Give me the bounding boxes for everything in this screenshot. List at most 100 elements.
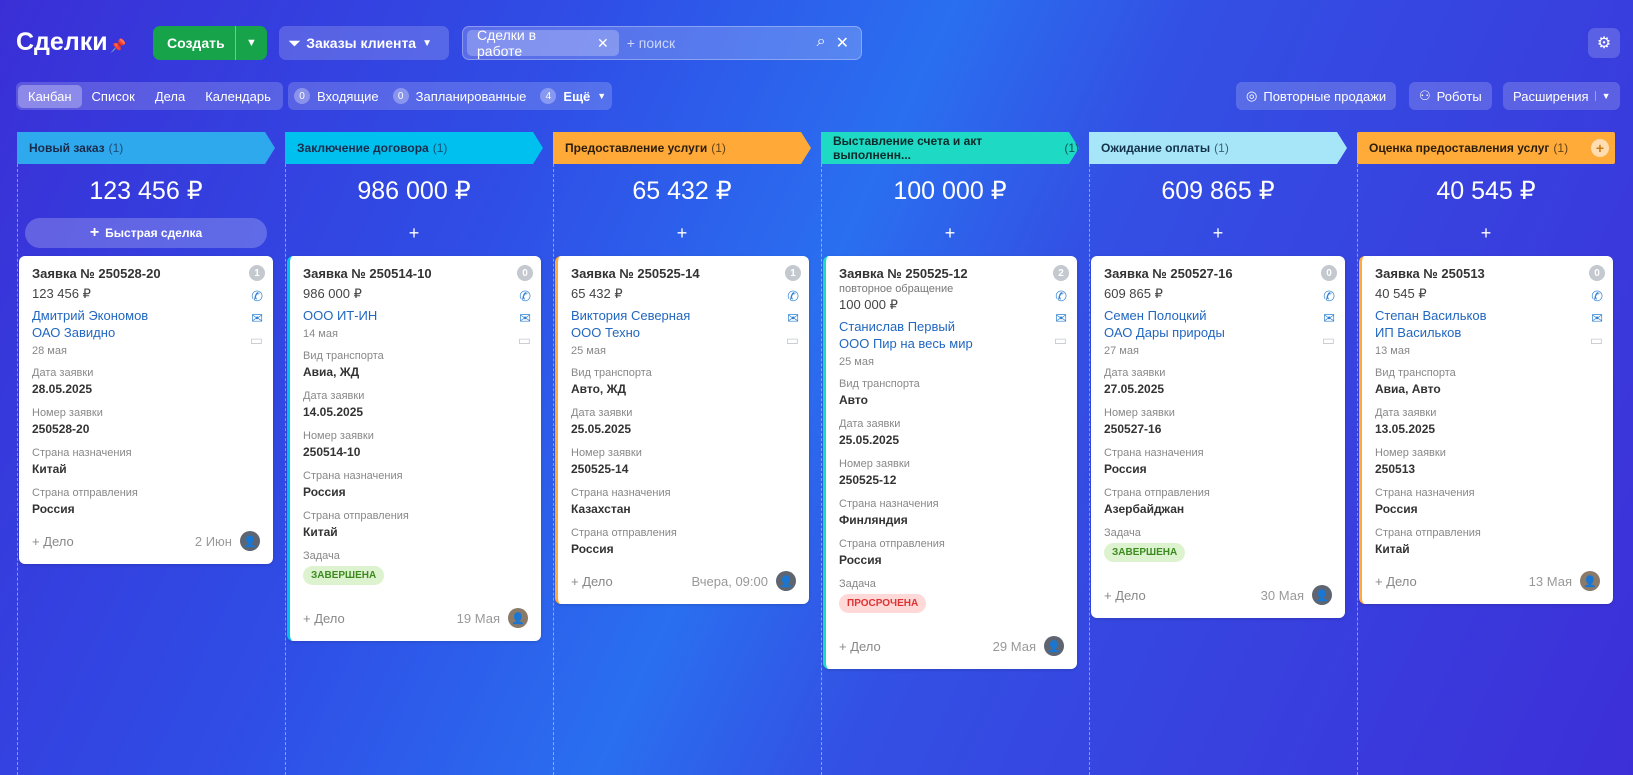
avatar[interactable]: 👤	[240, 531, 260, 551]
view-kanban[interactable]: Канбан	[18, 84, 82, 108]
search-input[interactable]	[626, 35, 817, 51]
category-selector[interactable]: ⏷ Заказы клиента ▼	[279, 26, 449, 60]
mail-icon[interactable]: ✉	[1591, 310, 1603, 326]
counter-label: Ещё	[563, 88, 591, 104]
stage-header[interactable]: Оценка предоставления услуг (1) +	[1357, 132, 1615, 164]
company-link[interactable]: ООО Техно	[571, 325, 641, 340]
deal-title[interactable]: Заявка № 250525-14	[571, 266, 700, 281]
counter-more[interactable]: 4 Ещё ▼	[540, 88, 606, 104]
deal-title[interactable]: Заявка № 250525-12	[839, 266, 968, 281]
counter-planned[interactable]: 0 Запланированные	[392, 88, 526, 104]
deal-amount: 100 000 ₽	[839, 297, 898, 312]
add-deal-button[interactable]: +	[293, 218, 535, 248]
avatar[interactable]: 👤	[1580, 571, 1600, 591]
avatar[interactable]: 👤	[776, 571, 796, 591]
robots-button[interactable]: ⚇ Роботы	[1409, 82, 1492, 110]
deal-card[interactable]: Заявка № 250527-16 0 ✆ ✉ ▭ 609 865 ₽ Сем…	[1091, 256, 1345, 618]
chevron-down-icon[interactable]: ▼	[235, 26, 267, 60]
deal-title[interactable]: Заявка № 250513	[1375, 266, 1485, 281]
add-deal-button[interactable]: +	[561, 218, 803, 248]
deal-card[interactable]: Заявка № 250525-14 1 ✆ ✉ ▭ 65 432 ₽ Викт…	[555, 256, 809, 604]
mail-icon[interactable]: ✉	[1055, 310, 1067, 326]
chat-icon[interactable]: ▭	[785, 332, 799, 348]
view-activities[interactable]: Дела	[154, 88, 186, 104]
contact-link[interactable]: Дмитрий Экономов	[32, 308, 149, 323]
gear-icon[interactable]: ⚙	[1588, 28, 1620, 58]
activity-badge[interactable]: 0	[1589, 265, 1605, 281]
add-activity-link[interactable]: + Дело	[571, 573, 613, 589]
activity-badge[interactable]: 0	[517, 265, 533, 281]
phone-icon[interactable]: ✆	[1591, 288, 1603, 304]
company-link[interactable]: ООО ИТ-ИН	[303, 308, 378, 323]
deal-card[interactable]: Заявка № 250514-10 0 ✆ ✉ ▭ 986 000 ₽ ООО…	[287, 256, 541, 641]
phone-icon[interactable]: ✆	[1055, 288, 1067, 304]
deal-title[interactable]: Заявка № 250528-20	[32, 266, 161, 281]
view-calendar[interactable]: Календарь	[205, 88, 271, 104]
activity-badge[interactable]: 1	[785, 265, 801, 281]
deal-title[interactable]: Заявка № 250514-10	[303, 266, 432, 281]
chat-icon[interactable]: ▭	[1053, 332, 1067, 348]
clear-icon[interactable]: ✕	[835, 35, 849, 52]
stage-header[interactable]: Заключение договора (1)	[285, 132, 543, 164]
counter-incoming[interactable]: 0 Входящие	[294, 88, 379, 104]
repeat-sales-button[interactable]: ◎ Повторные продажи	[1236, 82, 1397, 110]
add-deal-button[interactable]: +	[1097, 218, 1339, 248]
phone-icon[interactable]: ✆	[1323, 288, 1335, 304]
contact-link[interactable]: Степан Васильков	[1375, 308, 1487, 323]
add-activity-link[interactable]: + Дело	[839, 638, 881, 654]
company-link[interactable]: ООО Пир на весь мир	[839, 336, 973, 351]
field-label: Страна назначения	[303, 470, 403, 482]
deal-card[interactable]: Заявка № 250525-12 2 ✆ ✉ ▭ повторное обр…	[823, 256, 1077, 669]
stage-header[interactable]: Предоставление услуги (1)	[553, 132, 811, 164]
extensions-button[interactable]: Расширения ▼	[1503, 82, 1620, 110]
quick-deal-button[interactable]: + Быстрая сделка	[25, 218, 267, 248]
company-link[interactable]: ОАО Дары природы	[1104, 325, 1225, 340]
avatar[interactable]: 👤	[1044, 636, 1064, 656]
contact-link[interactable]: Станислав Первый	[839, 319, 956, 334]
close-icon[interactable]: ✕	[596, 34, 609, 51]
add-stage-icon[interactable]: +	[1591, 139, 1609, 157]
deal-card[interactable]: Заявка № 250528-20 1 ✆ ✉ ▭ 123 456 ₽ Дми…	[19, 256, 273, 564]
field-label: Страна назначения	[1104, 447, 1204, 459]
stage-header[interactable]: Выставление счета и акт выполненн... (1)	[821, 132, 1079, 164]
activity-badge[interactable]: 2	[1053, 265, 1069, 281]
add-activity-link[interactable]: + Дело	[32, 533, 74, 549]
search-icon[interactable]: ⌕	[816, 33, 826, 50]
deal-title[interactable]: Заявка № 250527-16	[1104, 266, 1233, 281]
mail-icon[interactable]: ✉	[1323, 310, 1335, 326]
mail-icon[interactable]: ✉	[519, 310, 531, 326]
avatar[interactable]: 👤	[508, 608, 528, 628]
kanban-column: Заключение договора (1) 986 000 ₽ + Заявк…	[285, 132, 543, 775]
pin-icon[interactable]: 📌	[110, 38, 127, 53]
search-bar[interactable]: Сделки в работе ✕ ⌕ ✕	[462, 26, 862, 60]
create-button[interactable]: Создать ▼	[153, 26, 267, 60]
phone-icon[interactable]: ✆	[787, 288, 799, 304]
mail-icon[interactable]: ✉	[787, 310, 799, 326]
contact-link[interactable]: Семен Полоцкий	[1104, 308, 1207, 323]
activity-badge[interactable]: 1	[249, 265, 265, 281]
add-deal-button[interactable]: +	[829, 218, 1071, 248]
chat-icon[interactable]: ▭	[517, 332, 531, 348]
phone-icon[interactable]: ✆	[519, 288, 531, 304]
chat-icon[interactable]: ▭	[1589, 332, 1603, 348]
add-activity-link[interactable]: + Дело	[1104, 587, 1146, 603]
activity-badge[interactable]: 0	[1321, 265, 1337, 281]
add-deal-button[interactable]: +	[1365, 218, 1607, 248]
avatar[interactable]: 👤	[1312, 585, 1332, 605]
chat-icon[interactable]: ▭	[1321, 332, 1335, 348]
mail-icon[interactable]: ✉	[251, 310, 263, 326]
add-activity-link[interactable]: + Дело	[303, 610, 345, 626]
deal-card[interactable]: Заявка № 250513 0 ✆ ✉ ▭ 40 545 ₽ Степан …	[1359, 256, 1613, 604]
contact-link[interactable]: Виктория Северная	[571, 308, 691, 323]
add-activity-link[interactable]: + Дело	[1375, 573, 1417, 589]
filter-chip[interactable]: Сделки в работе ✕	[467, 27, 619, 59]
company-link[interactable]: ИП Васильков	[1375, 325, 1462, 340]
chat-icon[interactable]: ▭	[249, 332, 263, 348]
extensions-label: Расширения	[1513, 88, 1589, 104]
phone-icon[interactable]: ✆	[251, 288, 263, 304]
view-list[interactable]: Список	[91, 88, 135, 104]
stage-header[interactable]: Ожидание оплаты (1)	[1089, 132, 1347, 164]
stage-sum: 609 865 ₽	[1161, 177, 1275, 205]
stage-header[interactable]: Новый заказ (1)	[17, 132, 275, 164]
company-link[interactable]: ОАО Завидно	[32, 325, 116, 340]
